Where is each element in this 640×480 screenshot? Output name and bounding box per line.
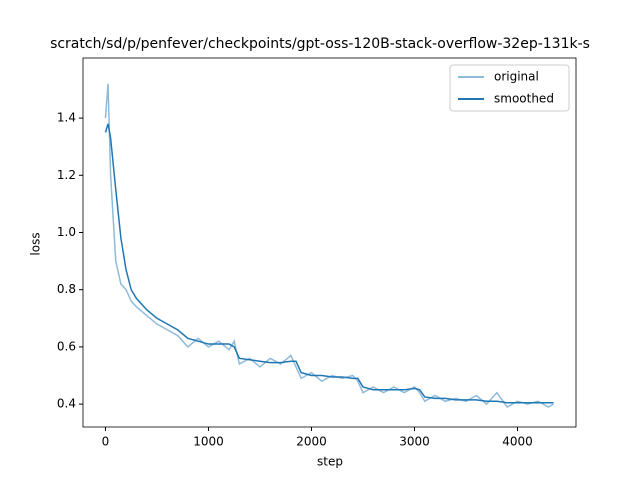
legend-label: original [494,70,539,84]
chart-title: scratch/sd/p/penfever/checkpoints/gpt-os… [50,36,590,52]
legend-label: smoothed [494,92,554,106]
x-tick-label: 3000 [399,435,430,449]
x-tick-label: 4000 [502,435,533,449]
plot-frame [82,57,577,428]
y-tick-label: 0.4 [57,397,76,411]
x-tick-label: 2000 [296,435,327,449]
x-tick-label: 0 [102,435,110,449]
y-tick-label: 1.0 [57,225,76,239]
y-tick-label: 1.2 [57,168,76,182]
y-tick-label: 0.6 [57,339,76,353]
x-tick-label: 1000 [193,435,224,449]
y-axis-label: loss [29,232,43,255]
y-tick-label: 0.8 [57,282,76,296]
line-0 [104,83,554,408]
x-axis-label: step [317,455,343,469]
line-1 [104,123,554,404]
y-tick-label: 1.4 [57,111,76,125]
